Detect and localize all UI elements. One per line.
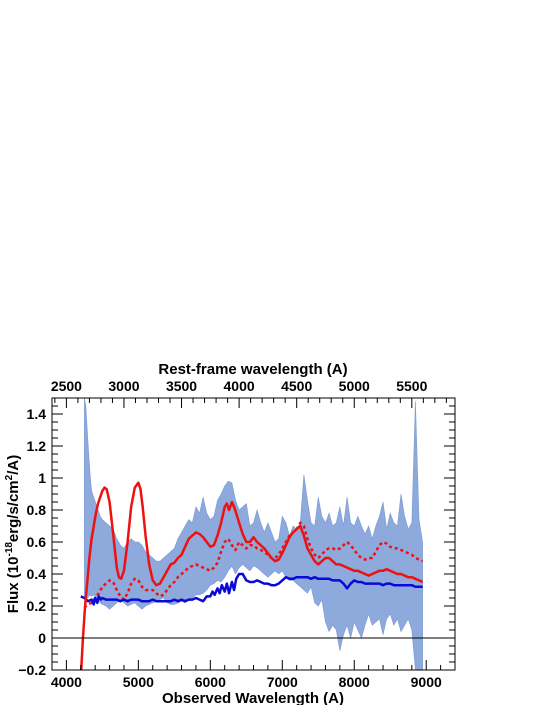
x2-tick-label: 5000 [339, 378, 370, 394]
x-tick-label: 7000 [267, 674, 298, 690]
observed-spectrum-band [84, 398, 423, 670]
x-tick-label: 4000 [51, 674, 82, 690]
x-tick-label: 9000 [411, 674, 442, 690]
y-tick-label: 0 [38, 630, 46, 646]
x-tick-label: 5000 [123, 674, 154, 690]
x2-tick-label: 5500 [396, 378, 427, 394]
y-tick-label: −0.2 [18, 662, 46, 678]
y-tick-label: 0.6 [27, 534, 47, 550]
template-spectrum-dashed-line [83, 521, 424, 609]
y-tick-label: 1.2 [27, 438, 47, 454]
y-tick-label: 0.8 [27, 502, 47, 518]
x-tick-label: 6000 [195, 674, 226, 690]
y-tick-label: 1 [38, 470, 46, 486]
x2-axis-title: Rest-frame wavelength (A) [158, 361, 347, 378]
x2-tick-label: 4500 [281, 378, 312, 394]
data-layer [79, 398, 424, 670]
host-galaxy-line [80, 572, 423, 606]
ticks-layer: 4000 5000 6000 7000 8000 9000 2500 3000 3500 4000… [18, 378, 456, 690]
model-spectrum-line [79, 481, 424, 670]
x2-tick-label: 4000 [224, 378, 255, 394]
y-tick-label: 0.2 [27, 598, 47, 614]
x2-tick-label: 3000 [108, 378, 139, 394]
y-axis-title: Flux (10-18erg/s/cm2/A) [4, 455, 22, 613]
y-tick-label: 0.4 [27, 566, 47, 582]
y-tick-label: 1.4 [27, 406, 47, 422]
x2-tick-label: 2500 [51, 378, 82, 394]
x2-tick-label: 3500 [166, 378, 197, 394]
x-tick-label: 8000 [339, 674, 370, 690]
x-axis-title: Observed Wavelength (A) [162, 690, 344, 705]
